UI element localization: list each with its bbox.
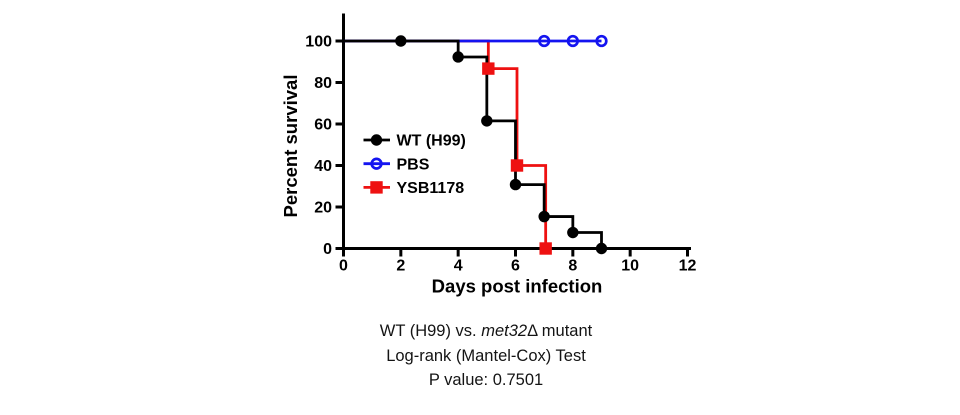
legend-entry-pbs: PBS (363, 156, 430, 173)
filled-square-marker (370, 181, 383, 194)
legend-entry-wt-h99: WT (H99) (363, 133, 466, 150)
open-circle-marker (538, 34, 551, 48)
y-tick-label: 20 (314, 200, 332, 217)
x-tick-label: 10 (621, 258, 639, 275)
y-tick-label: 40 (314, 158, 332, 175)
caption-comparison-line: WT (H99) vs. met32Δ mutant (261, 319, 711, 344)
filled-circle-marker (481, 115, 493, 127)
filled-circle-marker (567, 226, 579, 239)
x-tick-label: 8 (568, 258, 577, 275)
legend-label: YSB1178 (397, 180, 465, 197)
legend-label: PBS (397, 156, 430, 173)
caption-comparison-prefix: WT (H99) vs. (379, 322, 482, 340)
x-tick-label: 2 (396, 258, 405, 275)
y-tick-label: 60 (314, 117, 332, 134)
filled-circle-marker (370, 134, 383, 146)
figure-caption: WT (H99) vs. met32Δ mutant Log-rank (Man… (261, 319, 711, 393)
filled-circle-marker (452, 51, 464, 63)
series-markers-pbs (538, 34, 608, 48)
series-lines (343, 39, 603, 249)
x-tick-label: 0 (339, 258, 348, 275)
caption-test-line: Log-rank (Mantel-Cox) Test (386, 346, 586, 365)
series-markers-ysb1178 (482, 62, 552, 255)
series-markers (395, 34, 608, 255)
legend-label: WT (H99) (397, 133, 466, 150)
open-circle-marker (595, 34, 608, 48)
x-tick-label: 6 (511, 258, 520, 275)
x-tick-label: 4 (454, 258, 463, 275)
caption-pvalue-line: P value: 0.7501 (428, 371, 544, 390)
filled-square-marker (482, 62, 495, 75)
x-axis-title: Days post infection (432, 276, 603, 297)
x-tick-label: 12 (679, 258, 697, 275)
chart-legend: WT (H99) PBS YSB1178 (363, 133, 466, 197)
caption-comparison-suffix: Δ mutant (527, 322, 593, 340)
open-circle-marker (370, 157, 383, 170)
axes: 0 20 40 60 80 100 0 2 4 6 8 10 12 (305, 13, 697, 275)
filled-square-marker (539, 242, 552, 255)
filled-circle-marker (538, 210, 550, 223)
filled-circle-marker (395, 35, 407, 47)
caption-gene-name: met32 (481, 322, 528, 340)
filled-circle-marker (509, 178, 522, 191)
survival-step-line (343, 39, 603, 249)
series-line-wt-h99 (343, 39, 603, 249)
y-tick-label: 0 (323, 241, 332, 258)
series-markers-wt-h99 (395, 35, 608, 255)
filled-circle-marker (595, 242, 608, 255)
y-tick-label: 80 (314, 75, 332, 92)
y-tick-label: 100 (305, 34, 332, 51)
open-circle-marker (566, 34, 579, 48)
y-axis-title: Percent survival (280, 75, 301, 218)
filled-square-marker (510, 159, 524, 172)
legend-entry-ysb1178: YSB1178 (363, 180, 465, 197)
